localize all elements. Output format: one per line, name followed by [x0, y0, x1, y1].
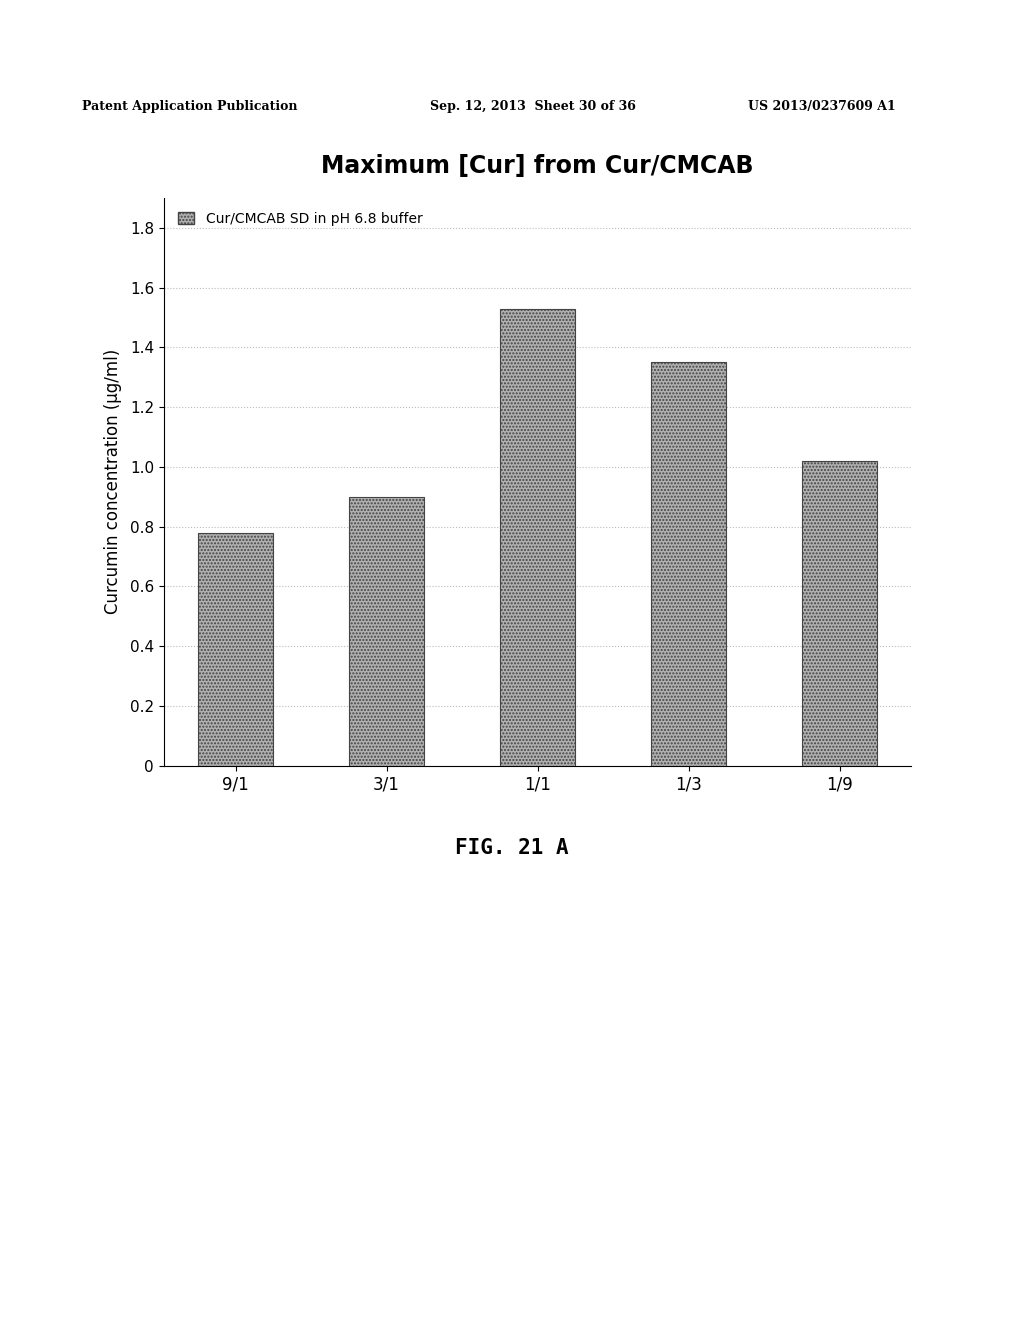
- Text: US 2013/0237609 A1: US 2013/0237609 A1: [748, 100, 895, 114]
- Bar: [198, 532, 273, 766]
- Text: Sep. 12, 2013  Sheet 30 of 36: Sep. 12, 2013 Sheet 30 of 36: [430, 100, 636, 114]
- Text: FIG. 21 A: FIG. 21 A: [456, 838, 568, 858]
- Bar: [651, 362, 726, 766]
- Bar: [500, 309, 575, 766]
- Y-axis label: Curcumin concentration (μg/ml): Curcumin concentration (μg/ml): [103, 350, 122, 614]
- Title: Maximum [Cur] from Cur/CMCAB: Maximum [Cur] from Cur/CMCAB: [322, 154, 754, 178]
- Text: Patent Application Publication: Patent Application Publication: [82, 100, 297, 114]
- Legend: Cur/CMCAB SD in pH 6.8 buffer: Cur/CMCAB SD in pH 6.8 buffer: [171, 205, 429, 232]
- Bar: [802, 461, 878, 766]
- Bar: [349, 496, 424, 766]
